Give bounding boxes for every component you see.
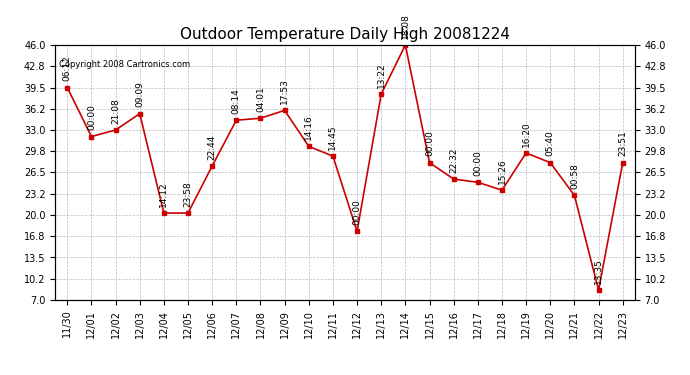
Text: 22:44: 22:44 (208, 134, 217, 160)
Title: Outdoor Temperature Daily High 20081224: Outdoor Temperature Daily High 20081224 (180, 27, 510, 42)
Text: 15:26: 15:26 (497, 158, 506, 184)
Text: 05:40: 05:40 (546, 130, 555, 156)
Text: 14:45: 14:45 (328, 124, 337, 150)
Text: 14:12: 14:12 (159, 181, 168, 207)
Text: 13:35: 13:35 (594, 258, 603, 284)
Text: 00:00: 00:00 (353, 199, 362, 225)
Text: 21:08: 21:08 (111, 98, 120, 124)
Text: 00:00: 00:00 (473, 150, 482, 176)
Text: 17:53: 17:53 (280, 78, 289, 104)
Text: 04:01: 04:01 (256, 86, 265, 112)
Text: 08:14: 08:14 (232, 88, 241, 114)
Text: 18:08: 18:08 (401, 13, 410, 39)
Text: 00:00: 00:00 (87, 104, 96, 130)
Text: 14:16: 14:16 (304, 114, 313, 140)
Text: 23:58: 23:58 (184, 181, 193, 207)
Text: Copyright 2008 Cartronics.com: Copyright 2008 Cartronics.com (59, 60, 190, 69)
Text: 06:12: 06:12 (63, 56, 72, 81)
Text: 00:00: 00:00 (425, 130, 434, 156)
Text: 00:58: 00:58 (570, 163, 579, 189)
Text: 23:51: 23:51 (618, 130, 627, 156)
Text: 22:32: 22:32 (449, 147, 458, 172)
Text: 09:09: 09:09 (135, 81, 144, 107)
Text: 13:22: 13:22 (377, 62, 386, 88)
Text: 16:20: 16:20 (522, 121, 531, 147)
